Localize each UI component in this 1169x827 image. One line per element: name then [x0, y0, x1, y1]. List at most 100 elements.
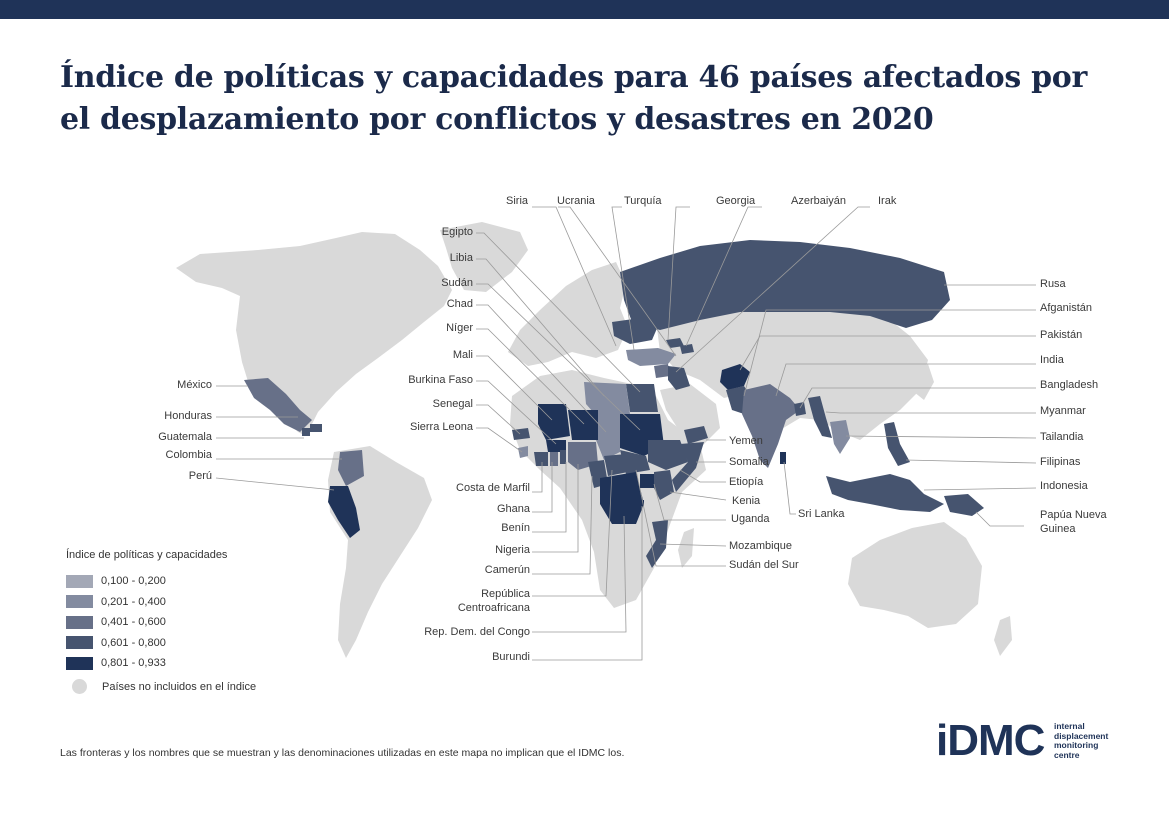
disclaimer: Las fronteras y los nombres que se muest…	[60, 747, 625, 759]
label-uganda: Uganda	[731, 513, 770, 525]
label-rca-1: República	[481, 588, 531, 600]
legend-item: 0,801 - 0,933	[66, 653, 326, 674]
sri-lanka	[780, 452, 786, 464]
legend-label: 0,201 - 0,400	[101, 595, 166, 608]
cote-divoire	[534, 452, 548, 466]
mexico	[244, 378, 312, 432]
iraq	[668, 366, 690, 390]
label-rusa: Rusa	[1040, 278, 1067, 290]
label-mozambique: Mozambique	[729, 540, 792, 552]
label-srilanka: Sri Lanka	[798, 508, 845, 520]
legend-item: 0,401 - 0,600	[66, 612, 326, 633]
label-tailandia: Tailandia	[1040, 431, 1084, 443]
europe	[508, 262, 628, 366]
label-egipto: Egipto	[442, 226, 473, 238]
legend-item: 0,601 - 0,800	[66, 633, 326, 654]
label-rdc: Rep. Dem. del Congo	[424, 626, 530, 638]
legend: Índice de políticas y capacidades 0,100 …	[66, 549, 326, 697]
asia	[656, 300, 928, 440]
colombia	[338, 450, 364, 486]
label-yemen: Yemen	[729, 435, 763, 447]
legend-item: 0,201 - 0,400	[66, 592, 326, 613]
label-turquia: Turquía	[624, 195, 662, 207]
japan	[914, 364, 934, 400]
label-chad: Chad	[447, 298, 473, 310]
top-bar	[0, 0, 1169, 19]
label-libia: Libia	[450, 252, 474, 264]
south-america	[328, 446, 432, 658]
label-siria: Siria	[506, 195, 529, 207]
legend-swatch	[66, 636, 93, 650]
uk	[532, 314, 546, 340]
label-mali: Mali	[453, 349, 473, 361]
label-honduras: Honduras	[164, 410, 212, 422]
ghana	[550, 452, 558, 466]
ukraine	[612, 318, 658, 344]
india	[742, 384, 800, 468]
uganda	[640, 474, 654, 488]
label-rca-2: Centroafricana	[458, 602, 531, 614]
greenland	[440, 222, 528, 292]
label-colombia: Colombia	[166, 449, 213, 461]
legend-swatch	[66, 656, 93, 670]
senegal	[512, 428, 530, 440]
legend-excluded: Países no incluidos en el índice	[66, 677, 326, 698]
label-sudansur: Sudán del Sur	[729, 559, 799, 571]
mozambique	[646, 520, 668, 568]
label-sierra: Sierra Leona	[410, 421, 474, 433]
syria	[654, 364, 670, 378]
label-sudan: Sudán	[441, 277, 473, 289]
madagascar	[678, 528, 694, 568]
label-papua-1: Papúa Nueva	[1040, 509, 1108, 521]
myanmar	[808, 396, 832, 438]
benin	[560, 450, 566, 464]
label-senegal: Senegal	[433, 398, 473, 410]
burkina	[546, 440, 566, 452]
label-ghana: Ghana	[497, 503, 531, 515]
legend-excluded-label: Países no incluidos en el índice	[102, 680, 257, 693]
label-costa: Costa de Marfil	[456, 482, 530, 494]
legend-item: 0,100 - 0,200	[66, 571, 326, 592]
mali	[538, 404, 570, 440]
label-ucrania: Ucrania	[557, 195, 596, 207]
sierra-leone	[518, 446, 528, 458]
egypt	[626, 384, 658, 412]
label-niger: Níger	[446, 322, 473, 334]
label-kenia: Kenia	[732, 495, 761, 507]
indexed-countries	[244, 240, 984, 568]
legend-label: 0,601 - 0,800	[101, 636, 166, 649]
philippines	[884, 422, 910, 466]
australia	[848, 522, 982, 628]
logo-line: centre	[1054, 749, 1080, 760]
legend-label: 0,801 - 0,933	[101, 657, 166, 670]
label-filipinas: Filipinas	[1040, 456, 1081, 468]
label-mexico: México	[177, 379, 212, 391]
label-papua-2: Guinea	[1040, 523, 1076, 535]
country-labels: Siria Ucrania Turquía Georgia Azerbaiyán…	[158, 195, 1107, 663]
label-guatemala: Guatemala	[158, 431, 213, 443]
label-georgia: Georgia	[716, 195, 756, 207]
logo-line: displacement	[1054, 730, 1109, 741]
label-azerbaiyan: Azerbaiyán	[791, 195, 846, 207]
north-america	[176, 232, 452, 436]
label-burundi: Burundi	[492, 651, 530, 663]
legend-swatch	[66, 615, 93, 629]
label-etiopia: Etiopía	[729, 476, 764, 488]
chad	[596, 414, 620, 460]
legend-label: 0,100 - 0,200	[101, 575, 166, 588]
label-camerun: Camerún	[485, 564, 530, 576]
thailand	[830, 420, 850, 454]
label-nigeria: Nigeria	[495, 544, 531, 556]
afghanistan	[720, 364, 750, 390]
logo-text: internal displacement monitoring centre	[1054, 721, 1109, 760]
legend-label: 0,401 - 0,600	[101, 616, 166, 629]
legend-swatch	[66, 595, 93, 609]
label-bangladesh: Bangladesh	[1040, 379, 1098, 391]
leader-lines	[215, 206, 1037, 661]
idmc-logo: iDMC internal displacement monitoring ce…	[936, 719, 1136, 764]
logo-line: monitoring	[1054, 740, 1099, 750]
niger	[568, 410, 598, 440]
legend-swatch	[66, 574, 93, 588]
label-peru: Perú	[189, 470, 212, 482]
